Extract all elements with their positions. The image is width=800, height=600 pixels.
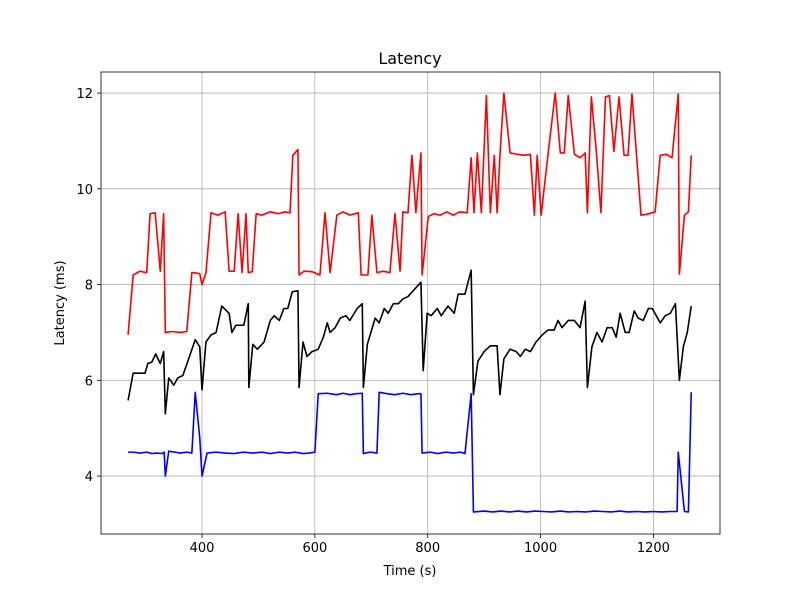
x-tick-label: 1000 <box>524 541 557 556</box>
x-tick-label: 400 <box>190 541 215 556</box>
series-line <box>127 92 693 335</box>
series-line <box>127 269 693 415</box>
chart-title: Latency <box>378 49 441 68</box>
y-tick-label: 6 <box>85 374 93 389</box>
x-axis-label: Time (s) <box>383 564 437 579</box>
y-tick-label: 10 <box>76 183 93 198</box>
y-axis-label: Latency (ms) <box>53 260 68 345</box>
x-tick-label: 1200 <box>637 541 670 556</box>
y-tick-label: 4 <box>85 470 93 485</box>
x-tick-label: 800 <box>415 541 440 556</box>
plot-frame <box>100 71 721 535</box>
y-tick-label: 12 <box>76 87 93 102</box>
x-tick-label: 600 <box>302 541 327 556</box>
y-tick-label: 8 <box>85 279 93 294</box>
series-line <box>128 391 693 513</box>
